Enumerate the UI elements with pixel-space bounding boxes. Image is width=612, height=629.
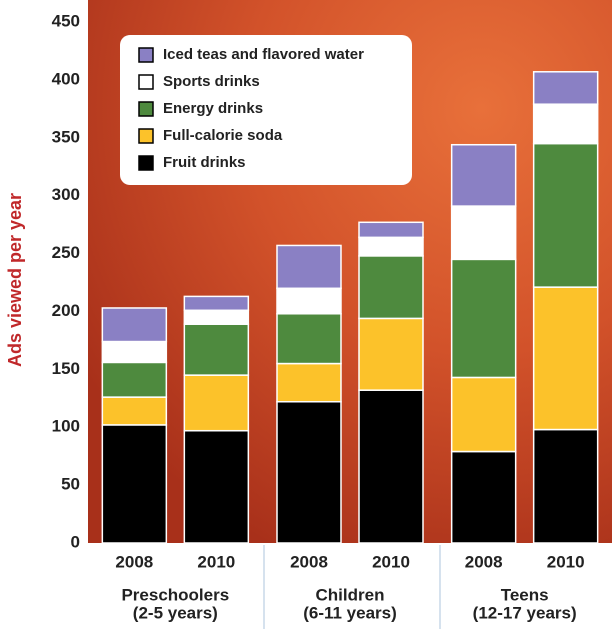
legend-swatch bbox=[139, 75, 153, 89]
legend-swatch bbox=[139, 129, 153, 143]
group-label: Teens bbox=[501, 585, 549, 604]
bar-segment bbox=[534, 72, 598, 104]
bar-segment bbox=[534, 144, 598, 288]
page: {"chart_data": {"type": "stacked-bar", "… bbox=[0, 0, 612, 629]
legend-label: Full-calorie soda bbox=[163, 127, 283, 144]
y-tick-label: 300 bbox=[52, 185, 80, 204]
group-label: (2-5 years) bbox=[133, 603, 218, 622]
group-label: (6-11 years) bbox=[303, 603, 397, 622]
bar-segment bbox=[184, 310, 248, 324]
y-axis-label: Ads viewed per year bbox=[5, 193, 25, 367]
bar-segment bbox=[102, 425, 166, 543]
group-label: Preschoolers bbox=[121, 585, 229, 604]
bar-segment bbox=[184, 431, 248, 543]
group-label: Children bbox=[316, 585, 385, 604]
x-tick-label: 2010 bbox=[372, 552, 410, 571]
bar-segment bbox=[534, 287, 598, 429]
bar-segment bbox=[102, 362, 166, 397]
y-tick-label: 350 bbox=[52, 127, 80, 146]
bar-segment bbox=[534, 430, 598, 543]
bar-segment bbox=[359, 256, 423, 319]
bar-segment bbox=[359, 390, 423, 543]
y-tick-label: 50 bbox=[61, 475, 80, 494]
x-tick-label: 2010 bbox=[197, 552, 235, 571]
x-tick-label: 2008 bbox=[115, 552, 153, 571]
bar-segment bbox=[277, 314, 341, 364]
x-tick-label: 2008 bbox=[465, 552, 503, 571]
legend-label: Sports drinks bbox=[163, 73, 260, 90]
y-tick-label: 100 bbox=[52, 417, 80, 436]
y-tick-label: 400 bbox=[52, 69, 80, 88]
y-tick-label: 200 bbox=[52, 301, 80, 320]
bar-segment bbox=[534, 104, 598, 143]
bar-segment bbox=[277, 402, 341, 543]
y-tick-label: 150 bbox=[52, 359, 80, 378]
bar-segment bbox=[359, 222, 423, 237]
bar-segment bbox=[184, 375, 248, 431]
bar-segment bbox=[277, 288, 341, 313]
bar-segment bbox=[359, 318, 423, 390]
y-tick-label: 250 bbox=[52, 243, 80, 262]
bar-segment bbox=[452, 145, 516, 206]
y-tick-label: 450 bbox=[52, 11, 80, 30]
chart: Ads viewed per year 0 50 100 150 200 250 300 35… bbox=[0, 0, 612, 629]
bar-segment bbox=[452, 206, 516, 259]
x-tick-label: 2010 bbox=[547, 552, 585, 571]
legend-label: Energy drinks bbox=[163, 100, 263, 117]
group-label: (12-17 years) bbox=[473, 603, 577, 622]
legend-swatch bbox=[139, 48, 153, 62]
legend-label: Fruit drinks bbox=[163, 154, 246, 171]
bar-segment bbox=[102, 308, 166, 342]
legend-swatch bbox=[139, 156, 153, 170]
legend-label: Iced teas and flavored water bbox=[163, 46, 364, 63]
bar-segment bbox=[452, 259, 516, 377]
bar-segment bbox=[359, 237, 423, 256]
bar-segment bbox=[184, 324, 248, 375]
bar-segment bbox=[452, 452, 516, 543]
legend-swatch bbox=[139, 102, 153, 116]
bar-segment bbox=[102, 342, 166, 363]
bar-segment bbox=[277, 364, 341, 402]
x-tick-label: 2008 bbox=[290, 552, 328, 571]
bar-segment bbox=[452, 377, 516, 451]
y-tick-label: 0 bbox=[71, 532, 80, 551]
bar-segment bbox=[102, 397, 166, 425]
bar-segment bbox=[277, 245, 341, 288]
bar-segment bbox=[184, 296, 248, 310]
